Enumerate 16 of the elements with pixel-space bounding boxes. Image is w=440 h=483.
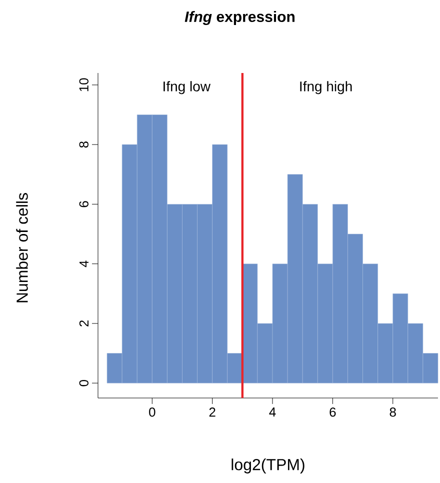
x-tick-label: 0 xyxy=(149,408,156,417)
x-tick-label: 4 xyxy=(269,408,276,416)
x-tick-label: 8 xyxy=(390,408,396,417)
x-tick-label: 6 xyxy=(330,408,336,417)
annotation: Ifng high xyxy=(300,81,352,94)
y-tick-label: 2 xyxy=(79,320,88,326)
annotation: Ifng low xyxy=(164,81,211,94)
y-axis-title: Number of cells xyxy=(16,193,28,302)
y-tick-label: 0 xyxy=(79,380,88,386)
x-tick-label: 2 xyxy=(209,408,216,417)
y-tick-label: 6 xyxy=(79,201,88,208)
y-tick-label: 4 xyxy=(80,260,88,268)
y-tick-label: 8 xyxy=(79,142,88,148)
chart-title: Ifng expression xyxy=(184,11,294,25)
x-axis-title: log2(TPM) xyxy=(232,458,304,474)
y-tick-label: 10 xyxy=(79,78,88,92)
